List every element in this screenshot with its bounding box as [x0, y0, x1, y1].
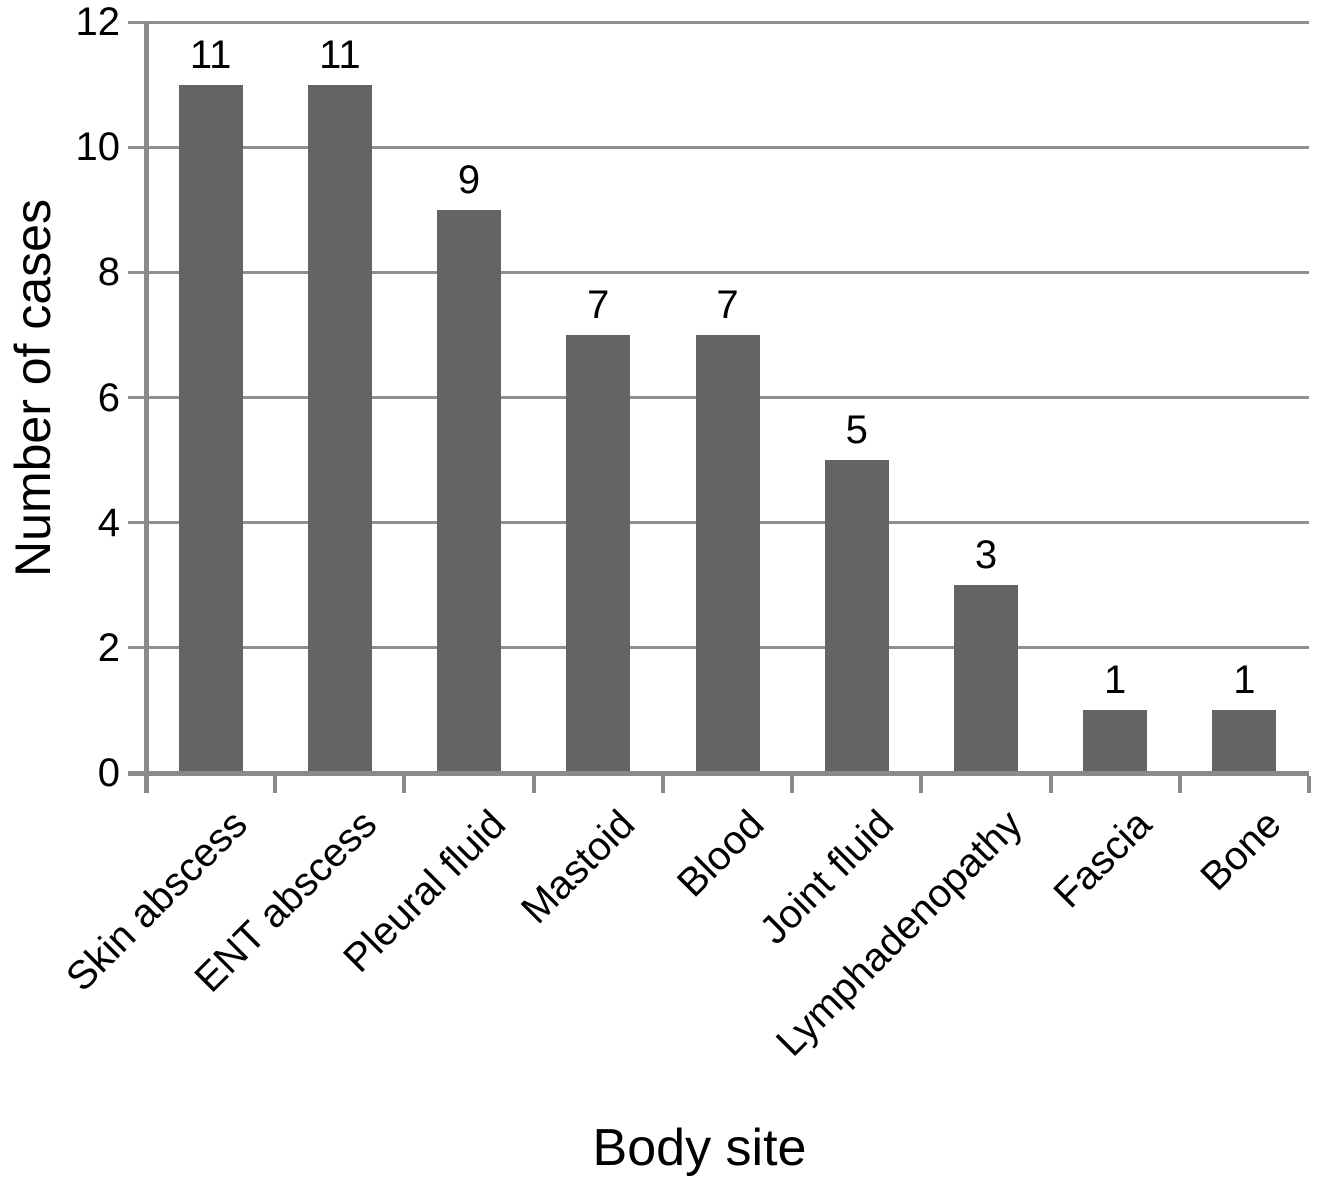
- bar: [1212, 710, 1277, 772]
- bar: [566, 334, 631, 772]
- x-category-label: Bone: [1192, 802, 1290, 900]
- bar-value-label: 3: [974, 533, 998, 578]
- y-axis-line: [144, 22, 149, 793]
- x-axis-tick: [273, 776, 278, 793]
- x-axis-tick: [531, 776, 536, 793]
- bar: [1083, 710, 1148, 772]
- x-category-label: Mastoid: [513, 802, 644, 933]
- gridline: [128, 145, 1309, 149]
- x-category-label: Lymphadenopathy: [768, 802, 1032, 1065]
- x-axis-tick: [1177, 776, 1182, 793]
- x-axis-title: Body site: [592, 1119, 807, 1177]
- x-axis-line: [128, 771, 1309, 776]
- bar-value-label: 11: [319, 32, 361, 77]
- x-axis-tick: [1048, 776, 1053, 793]
- y-axis-title: Number of cases: [5, 199, 61, 577]
- bar-value-label: 11: [189, 32, 232, 77]
- bar: [178, 84, 243, 772]
- x-axis-tick: [1307, 776, 1311, 793]
- bar-value-label: 5: [845, 408, 868, 453]
- bar: [695, 334, 760, 772]
- x-category-label: Fascia: [1045, 802, 1161, 917]
- bar: [437, 209, 502, 772]
- bar: [953, 585, 1018, 772]
- gridline: [128, 20, 1309, 24]
- bar-value-label: 7: [587, 282, 610, 327]
- x-axis-tick: [919, 776, 924, 793]
- x-axis-tick: [790, 776, 795, 793]
- bar-value-label: 1: [1233, 658, 1256, 703]
- y-tick-label: 2: [97, 625, 120, 670]
- y-tick-label: 12: [75, 0, 121, 44]
- gridline: [128, 270, 1309, 274]
- x-axis-tick: [660, 776, 665, 793]
- y-tick-label: 8: [97, 250, 120, 295]
- bar: [307, 84, 372, 772]
- bar-value-label: 1: [1104, 658, 1127, 703]
- y-tick-label: 0: [97, 751, 120, 795]
- bar: [824, 460, 889, 772]
- x-category-label: Blood: [669, 802, 773, 906]
- y-tick-label: 4: [97, 500, 120, 545]
- bar-value-label: 9: [457, 157, 481, 202]
- x-axis-tick: [402, 776, 407, 793]
- y-tick-label: 6: [97, 375, 120, 420]
- y-tick-label: 10: [75, 125, 121, 170]
- bar-value-label: 7: [716, 282, 739, 327]
